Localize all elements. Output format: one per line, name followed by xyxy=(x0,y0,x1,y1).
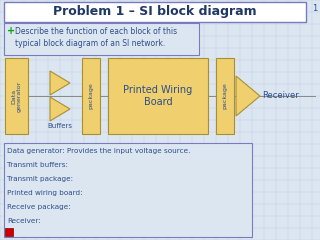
Bar xyxy=(5,228,13,236)
Text: Receiver:: Receiver: xyxy=(7,218,41,224)
Text: package: package xyxy=(89,83,93,109)
Text: Data generator: Provides the input voltage source.: Data generator: Provides the input volta… xyxy=(7,148,190,154)
Bar xyxy=(4,143,252,237)
Bar xyxy=(4,2,306,22)
Bar xyxy=(108,58,208,134)
Bar xyxy=(82,58,100,134)
Text: Problem 1 – SI block diagram: Problem 1 – SI block diagram xyxy=(53,6,257,18)
Text: Receive package:: Receive package: xyxy=(7,204,71,210)
Text: 1: 1 xyxy=(312,4,317,13)
Text: Printed Wiring
Board: Printed Wiring Board xyxy=(124,85,193,107)
Text: Receiver: Receiver xyxy=(262,91,299,101)
Polygon shape xyxy=(50,97,70,121)
Polygon shape xyxy=(236,76,260,116)
Text: Transmit package:: Transmit package: xyxy=(7,176,73,182)
Text: Describe the function of each block of this
typical block diagram of an SI netwo: Describe the function of each block of t… xyxy=(15,27,177,48)
Bar xyxy=(4,23,199,55)
Text: Data
generator: Data generator xyxy=(11,80,22,112)
Text: Transmit buffers:: Transmit buffers: xyxy=(7,162,68,168)
Text: Buffers: Buffers xyxy=(47,123,73,129)
Text: Printed wiring board:: Printed wiring board: xyxy=(7,190,83,196)
Bar xyxy=(5,58,28,134)
Bar xyxy=(216,58,234,134)
Text: +: + xyxy=(7,26,15,36)
Text: package: package xyxy=(222,83,228,109)
Polygon shape xyxy=(50,71,70,95)
